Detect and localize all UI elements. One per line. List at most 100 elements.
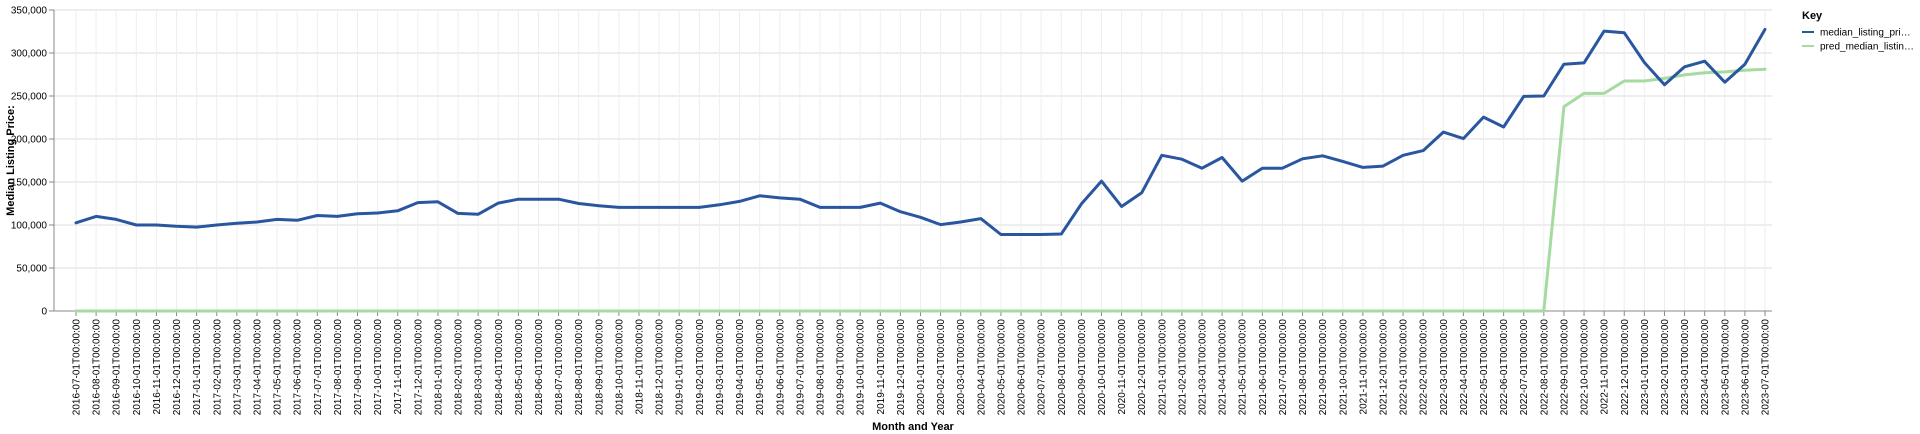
x-tick-label: 2018-02-01T00:00:00 (454, 319, 465, 416)
x-tick-label: 2022-02-01T00:00:00 (1419, 319, 1430, 416)
x-tick-label: 2018-11-01T00:00:00 (635, 319, 646, 415)
series-line-median-listing-price (74, 27, 1767, 236)
x-tick-label: 2021-08-01T00:00:00 (1298, 319, 1309, 416)
series-lines (74, 27, 1767, 313)
x-tick-label: 2020-10-01T00:00:00 (1097, 319, 1108, 416)
x-tick-label: 2017-08-01T00:00:00 (333, 319, 344, 416)
x-tick-label: 2018-12-01T00:00:00 (655, 319, 666, 416)
x-tick-label: 2020-05-01T00:00:00 (996, 319, 1007, 416)
x-tick-label: 2021-10-01T00:00:00 (1338, 319, 1349, 416)
y-tick-label: 50,000 (16, 264, 47, 275)
x-tick-label: 2019-11-01T00:00:00 (876, 319, 887, 415)
x-tick-label: 2016-09-01T00:00:00 (112, 319, 123, 416)
x-tick-label: 2020-11-01T00:00:00 (1117, 319, 1128, 415)
x-tick-label: 2020-07-01T00:00:00 (1037, 319, 1048, 416)
x-tick-label: 2022-07-01T00:00:00 (1519, 319, 1530, 416)
y-tick-label: 200,000 (11, 135, 48, 146)
x-tick-label: 2018-01-01T00:00:00 (433, 319, 444, 416)
x-tick-label: 2021-05-01T00:00:00 (1238, 319, 1249, 416)
x-tick-label: 2020-03-01T00:00:00 (956, 319, 967, 416)
x-tick-label: 2017-06-01T00:00:00 (293, 319, 304, 416)
y-tick-label: 350,000 (11, 6, 48, 17)
x-tick-label: 2022-04-01T00:00:00 (1459, 319, 1470, 416)
x-tick-label: 2023-01-01T00:00:00 (1640, 319, 1651, 416)
y-tick-label: 100,000 (11, 221, 48, 232)
x-tick-label: 2021-07-01T00:00:00 (1278, 319, 1289, 416)
x-tick-label: 2020-12-01T00:00:00 (1137, 319, 1148, 416)
x-tick-label: 2018-06-01T00:00:00 (534, 319, 545, 416)
legend-label: median_listing_pri… (1820, 28, 1911, 39)
x-tick-label: 2020-04-01T00:00:00 (976, 319, 987, 416)
x-tick-label: 2018-09-01T00:00:00 (594, 319, 605, 416)
x-tick-label: 2020-09-01T00:00:00 (1077, 319, 1088, 416)
x-tick-label: 2019-01-01T00:00:00 (675, 319, 686, 416)
x-tick-label: 2021-02-01T00:00:00 (1177, 319, 1188, 416)
y-tick-label: 250,000 (11, 92, 48, 103)
y-axis: 0 50,000 100,000 150,000 200,000 250,000 300,0… (11, 6, 55, 318)
x-tick-label: 2019-08-01T00:00:00 (815, 319, 826, 416)
y-tick-label: 300,000 (11, 49, 48, 60)
x-tick-label: 2022-12-01T00:00:00 (1620, 319, 1631, 416)
x-tick-label: 2023-05-01T00:00:00 (1720, 319, 1731, 416)
legend-title: Key (1802, 10, 1823, 22)
x-tick-label: 2020-06-01T00:00:00 (1017, 319, 1028, 416)
x-tick-label: 2019-06-01T00:00:00 (775, 319, 786, 416)
x-tick-label: 2017-02-01T00:00:00 (212, 319, 223, 416)
x-tick-label: 2023-02-01T00:00:00 (1660, 319, 1671, 416)
x-tick-label: 2021-01-01T00:00:00 (1157, 319, 1168, 416)
x-tick-label: 2018-05-01T00:00:00 (514, 319, 525, 416)
series-line-pred-median-listing-price (74, 67, 1767, 313)
x-tick-label: 2018-08-01T00:00:00 (574, 319, 585, 416)
x-tick-label: 2022-09-01T00:00:00 (1559, 319, 1570, 416)
x-tick-label: 2017-09-01T00:00:00 (353, 319, 364, 416)
x-tick-label: 2022-03-01T00:00:00 (1439, 319, 1450, 416)
x-tick-label: 2019-12-01T00:00:00 (896, 319, 907, 416)
gridlines (54, 9, 1772, 312)
x-tick-label: 2021-06-01T00:00:00 (1258, 319, 1269, 416)
legend-label: pred_median_listin… (1820, 42, 1914, 53)
x-tick-label: 2022-06-01T00:00:00 (1499, 319, 1510, 416)
x-tick-label: 2021-11-01T00:00:00 (1358, 319, 1369, 415)
x-tick-label: 2017-05-01T00:00:00 (273, 319, 284, 416)
x-tick-label: 2017-03-01T00:00:00 (232, 319, 243, 416)
x-tick-label: 2022-10-01T00:00:00 (1580, 319, 1591, 416)
x-tick-label: 2019-10-01T00:00:00 (856, 319, 867, 416)
x-tick-label: 2019-04-01T00:00:00 (735, 319, 746, 416)
x-tick-label: 2022-08-01T00:00:00 (1539, 319, 1550, 416)
x-tick-label: 2016-12-01T00:00:00 (172, 319, 183, 416)
x-tick-label: 2017-07-01T00:00:00 (313, 319, 324, 416)
x-tick-label: 2017-01-01T00:00:00 (192, 319, 203, 416)
x-tick-label: 2016-08-01T00:00:00 (92, 319, 103, 416)
x-axis-title: Month and Year (872, 421, 954, 433)
x-tick-label: 2020-08-01T00:00:00 (1057, 319, 1068, 416)
x-tick-label: 2017-04-01T00:00:00 (252, 319, 263, 416)
y-tick-label: 150,000 (11, 178, 48, 189)
x-tick-label: 2018-07-01T00:00:00 (554, 319, 565, 416)
x-tick-label: 2023-04-01T00:00:00 (1700, 319, 1711, 416)
x-tick-label: 2018-03-01T00:00:00 (474, 319, 485, 416)
x-tick-label: 2022-11-01T00:00:00 (1600, 319, 1611, 415)
y-tick-label: 0 (41, 307, 47, 318)
x-tick-label: 2019-03-01T00:00:00 (715, 319, 726, 416)
x-tick-label: 2022-01-01T00:00:00 (1399, 319, 1410, 416)
x-tick-label: 2019-02-01T00:00:00 (695, 319, 706, 416)
x-axis: 2016-07-01T00:00:00 2016-08-01T00:00:00 20… (54, 310, 1772, 416)
x-tick-label: 2017-11-01T00:00:00 (393, 319, 404, 415)
x-tick-label: 2023-07-01T00:00:00 (1761, 319, 1772, 416)
x-tick-label: 2021-12-01T00:00:00 (1378, 319, 1389, 416)
y-axis-title: Median Listing Price: (5, 105, 17, 216)
x-tick-label: 2020-01-01T00:00:00 (916, 319, 927, 416)
x-tick-label: 2017-10-01T00:00:00 (373, 319, 384, 416)
x-tick-label: 2021-03-01T00:00:00 (1198, 319, 1209, 416)
x-tick-label: 2019-07-01T00:00:00 (795, 319, 806, 416)
x-tick-label: 2018-04-01T00:00:00 (494, 319, 505, 416)
x-tick-label: 2020-02-01T00:00:00 (936, 319, 947, 416)
x-tick-label: 2022-05-01T00:00:00 (1479, 319, 1490, 416)
x-tick-label: 2019-09-01T00:00:00 (836, 319, 847, 416)
x-tick-label: 2021-09-01T00:00:00 (1318, 319, 1329, 416)
x-tick-label: 2017-12-01T00:00:00 (413, 319, 424, 416)
legend: Key median_listing_pri… pred_median_listi… (1802, 10, 1914, 53)
x-tick-label: 2021-04-01T00:00:00 (1218, 319, 1229, 416)
